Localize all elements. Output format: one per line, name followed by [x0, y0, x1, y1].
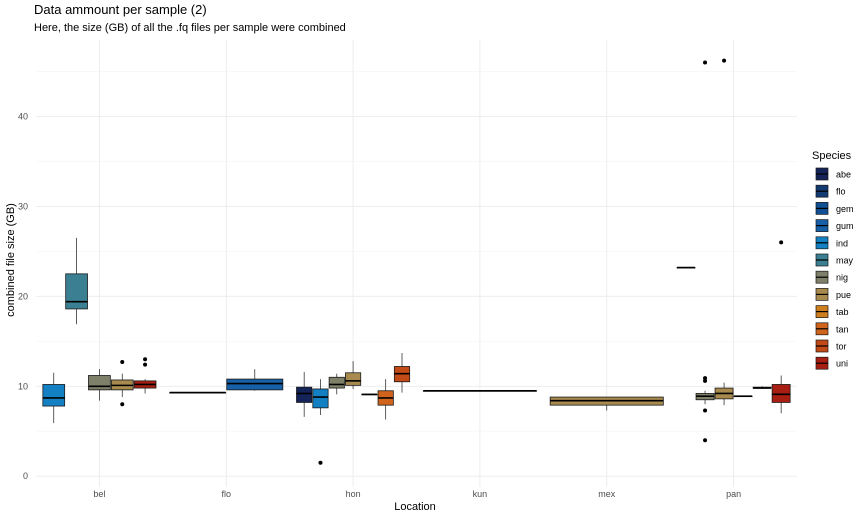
y-tick-label: 10 — [18, 381, 28, 391]
legend-label: gum — [836, 221, 854, 231]
outlier-point — [722, 58, 727, 63]
y-tick-label: 40 — [18, 111, 28, 121]
legend-item-may: may — [815, 253, 854, 267]
outlier-point — [703, 408, 708, 413]
legend-label: gem — [836, 204, 854, 214]
outlier-point — [703, 60, 708, 65]
legend-item-flo: flo — [815, 184, 846, 198]
x-tick-label: kun — [473, 489, 488, 499]
plot-grid — [36, 40, 797, 487]
chart-title: Data ammount per sample (2) — [34, 2, 207, 17]
outlier-point — [120, 359, 125, 364]
box-body — [345, 372, 362, 386]
box-pan-gum — [676, 266, 696, 269]
box-pan-tan — [752, 386, 772, 389]
box-mex-pue — [549, 396, 664, 411]
legend-item-abe: abe — [815, 167, 851, 181]
outlier-point — [703, 378, 708, 383]
box-bel-may — [65, 237, 88, 325]
legend-label: tab — [836, 307, 849, 317]
x-axis-title: Location — [394, 501, 436, 513]
outlier-point — [143, 357, 148, 362]
box-hon-abe — [296, 371, 313, 417]
x-tick-label: hon — [346, 489, 361, 499]
legend: Species abe flo gem gum ind may nig pue tab tan to… — [812, 150, 854, 370]
box-body — [771, 384, 791, 403]
x-tick-label: flo — [221, 489, 231, 499]
box-hon-nig — [328, 373, 345, 395]
outlier-point — [143, 362, 148, 367]
x-axis-ticks: bel flo hon kun mex pan — [93, 489, 741, 499]
box-flo-gum — [226, 369, 284, 391]
legend-item-uni: uni — [815, 356, 848, 370]
outlier-point — [703, 438, 708, 443]
box-pan-nig — [695, 60, 715, 443]
box-body — [226, 378, 284, 391]
outlier-point — [318, 460, 323, 465]
box-bel-ind — [42, 372, 66, 424]
box-body — [65, 273, 88, 310]
legend-item-tan: tan — [815, 322, 849, 336]
box-hon-ind — [312, 379, 329, 465]
box-kun-ind — [422, 389, 537, 392]
legend-label: tor — [836, 342, 847, 352]
box-pan-tab — [733, 395, 753, 398]
box-body — [88, 375, 111, 391]
y-tick-label: 20 — [18, 291, 28, 301]
legend-label: abe — [836, 170, 851, 180]
box-bel-uni — [133, 357, 157, 394]
legend-label: uni — [836, 359, 848, 369]
legend-item-nig: nig — [815, 270, 848, 284]
box-body — [42, 384, 66, 407]
legend-item-ind: ind — [815, 236, 848, 250]
outlier-point — [120, 402, 125, 407]
y-axis-ticks: 0 10 20 30 40 — [18, 111, 28, 481]
y-tick-label: 30 — [18, 201, 28, 211]
legend-label: pue — [836, 290, 851, 300]
legend-item-tor: tor — [815, 339, 847, 353]
legend-label: may — [836, 256, 854, 266]
legend-title: Species — [812, 150, 852, 162]
y-axis-title: combined file size (GB) — [5, 203, 17, 317]
legend-item-gum: gum — [815, 219, 854, 232]
box-hon-tan — [377, 379, 394, 420]
box-flo-flo — [169, 391, 227, 394]
legend-label: ind — [836, 238, 848, 248]
box-series — [42, 58, 791, 465]
outlier-point — [779, 240, 784, 245]
legend-item-tab: tab — [815, 305, 849, 318]
box-pan-pue — [714, 58, 734, 406]
box-hon-pue — [345, 361, 362, 389]
legend-items: abe flo gem gum ind may nig pue tab tan tor uni — [815, 167, 854, 370]
box-hon-tab — [361, 393, 378, 396]
x-tick-label: bel — [93, 489, 105, 499]
box-pan-uni — [771, 240, 791, 414]
x-tick-label: mex — [598, 489, 616, 499]
box-bel-pue — [110, 359, 134, 407]
legend-label: flo — [836, 187, 846, 197]
x-tick-label: pan — [726, 489, 741, 499]
chart-subtitle: Here, the size (GB) of all the .fq files… — [34, 22, 346, 34]
box-hon-tor — [393, 352, 411, 393]
legend-item-pue: pue — [815, 288, 851, 301]
y-tick-label: 0 — [23, 471, 28, 481]
box-body — [296, 386, 313, 403]
legend-item-gem: gem — [815, 202, 854, 215]
legend-label: nig — [836, 273, 848, 283]
box-body — [312, 388, 329, 409]
box-body — [328, 376, 345, 389]
box-bel-nig — [88, 369, 111, 401]
legend-label: tan — [836, 324, 849, 334]
